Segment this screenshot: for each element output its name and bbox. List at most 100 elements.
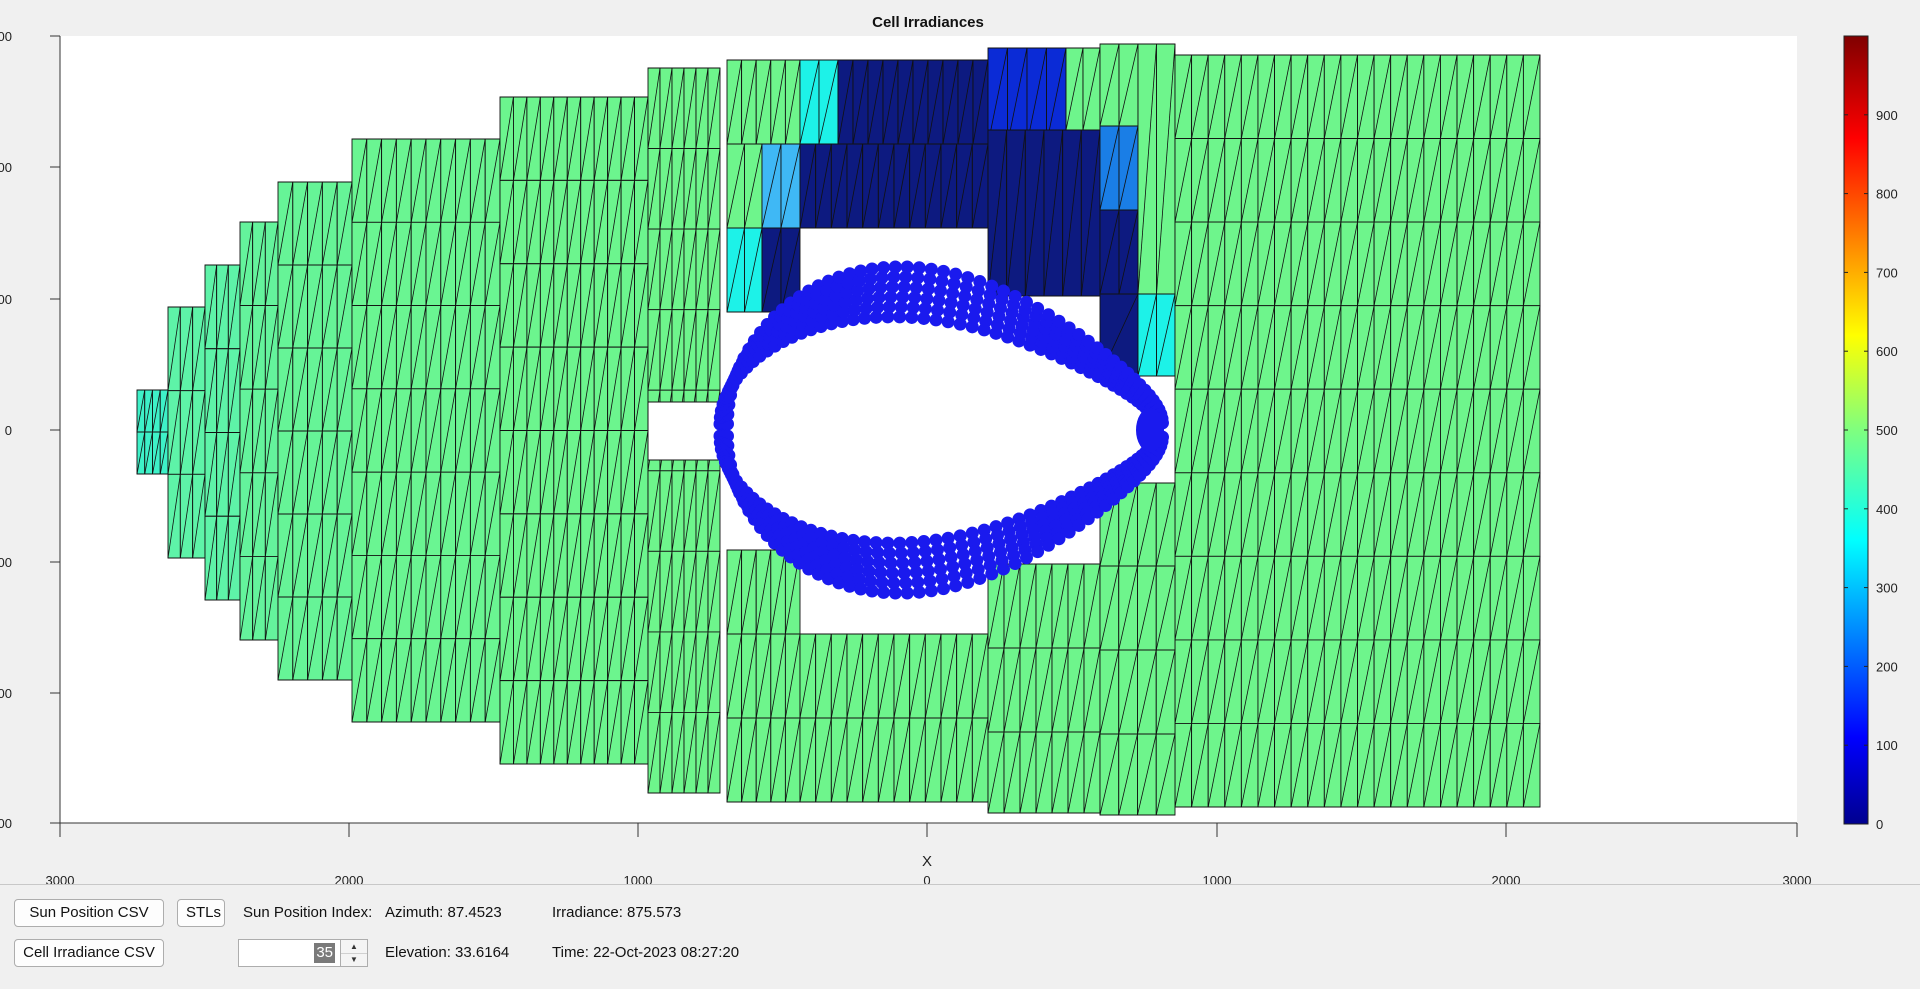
mesh-edge bbox=[755, 717, 772, 803]
mesh-edge bbox=[799, 59, 820, 145]
mesh-edge bbox=[1523, 556, 1541, 640]
mesh-edge bbox=[566, 430, 582, 514]
sun-point bbox=[865, 262, 879, 276]
sun-position-index-value[interactable]: 35 bbox=[314, 943, 335, 963]
mesh-edge bbox=[695, 631, 709, 713]
mesh-edge bbox=[695, 148, 709, 230]
mesh-edge bbox=[252, 305, 266, 390]
sun-position-index-label: Sun Position Index: bbox=[243, 904, 373, 921]
sun-point bbox=[894, 546, 908, 560]
mesh-edge bbox=[1506, 138, 1524, 223]
sun-point bbox=[932, 294, 946, 308]
mesh-edge bbox=[1473, 222, 1491, 306]
mesh-edge bbox=[455, 555, 471, 639]
mesh-edge bbox=[1191, 472, 1209, 557]
mesh-edge bbox=[1274, 472, 1292, 557]
mesh-edge bbox=[1523, 138, 1541, 223]
mesh-edge bbox=[647, 712, 661, 794]
sun-point bbox=[912, 585, 926, 599]
sun-point bbox=[865, 584, 879, 598]
mesh-edge bbox=[634, 513, 649, 598]
colorbar-tick-label: 500 bbox=[1876, 423, 1898, 438]
sun-position-csv-button[interactable]: Sun Position CSV bbox=[14, 899, 164, 927]
mesh-edge bbox=[1456, 138, 1475, 223]
mesh-edge bbox=[1423, 305, 1441, 390]
mesh-edge bbox=[264, 221, 279, 306]
sun-point bbox=[961, 575, 975, 589]
mesh-edge bbox=[1067, 647, 1085, 733]
sun-point bbox=[917, 311, 931, 325]
mesh-edge bbox=[1357, 723, 1375, 808]
mesh-edge bbox=[366, 305, 382, 389]
mesh-edge bbox=[277, 181, 294, 266]
spinner-down-arrow-icon[interactable]: ▼ bbox=[350, 955, 358, 964]
mesh-edge bbox=[513, 680, 528, 765]
stls-button[interactable]: STLs bbox=[177, 899, 225, 927]
mesh-edge bbox=[815, 143, 832, 229]
mesh-edge bbox=[957, 59, 974, 145]
cell-irradiance-csv-button[interactable]: Cell Irradiance CSV bbox=[14, 939, 164, 967]
azimuth-readout: Azimuth: 87.4523 bbox=[385, 904, 502, 921]
mesh-edge bbox=[780, 227, 801, 313]
mesh-edge bbox=[987, 563, 1005, 649]
sun-point bbox=[862, 282, 876, 296]
mesh-edge bbox=[1390, 556, 1408, 640]
mesh-edge bbox=[1035, 647, 1053, 733]
mesh-edge bbox=[1257, 639, 1275, 724]
mesh-edge bbox=[1473, 389, 1491, 473]
mesh-edge bbox=[1174, 138, 1192, 223]
mesh-edge bbox=[322, 430, 338, 515]
mesh-edge bbox=[741, 717, 757, 803]
mesh-edge bbox=[1174, 639, 1192, 724]
mesh-edge bbox=[620, 680, 635, 765]
mesh-edge bbox=[1155, 482, 1176, 567]
mesh-edge bbox=[620, 263, 635, 348]
sun-position-index-spinner[interactable]: 35 ▲ ▼ bbox=[238, 939, 368, 967]
mesh-edge bbox=[1390, 138, 1408, 223]
sun-point bbox=[887, 576, 901, 590]
mesh-edge bbox=[593, 513, 609, 598]
mesh-edge bbox=[1118, 565, 1138, 651]
y-tick-label: 00 bbox=[0, 160, 12, 175]
mesh-edge bbox=[1156, 43, 1176, 295]
mesh-edge bbox=[1406, 305, 1425, 390]
mesh-edge bbox=[440, 138, 456, 223]
mesh-edge bbox=[1307, 556, 1325, 640]
mesh-edge bbox=[1357, 472, 1375, 557]
sun-point bbox=[1081, 512, 1095, 526]
mesh-edge bbox=[239, 389, 254, 473]
mesh-edge bbox=[877, 143, 895, 229]
mesh-edge bbox=[1323, 389, 1342, 473]
mesh-edge bbox=[862, 143, 879, 229]
spinner-up-arrow-icon[interactable]: ▲ bbox=[341, 940, 367, 954]
mesh-edge bbox=[381, 638, 397, 723]
mesh-edge bbox=[580, 263, 595, 348]
mesh-edge bbox=[741, 633, 757, 719]
mesh-edge bbox=[553, 680, 568, 765]
sun-point bbox=[864, 272, 878, 286]
mesh-edge bbox=[837, 59, 854, 145]
mesh-edge bbox=[1290, 389, 1309, 473]
sun-point bbox=[921, 564, 935, 578]
mesh-edge bbox=[1323, 305, 1342, 390]
mesh-edge bbox=[484, 138, 501, 223]
mesh-edge bbox=[1156, 293, 1176, 377]
mesh-edge bbox=[1323, 556, 1342, 640]
sun-point bbox=[874, 281, 888, 295]
mesh-edge bbox=[1051, 563, 1069, 649]
sun-point bbox=[846, 533, 860, 547]
mesh-edge bbox=[1423, 556, 1441, 640]
mesh-edge bbox=[940, 633, 958, 719]
mesh-edge bbox=[1340, 54, 1358, 139]
mesh-edge bbox=[526, 513, 541, 598]
mesh-edge bbox=[264, 472, 279, 557]
mesh-edge bbox=[671, 309, 685, 391]
mesh-edge bbox=[1357, 138, 1375, 223]
x-tick-label: 3000 bbox=[1783, 873, 1812, 884]
y-tick-label: 00 bbox=[0, 816, 12, 831]
sun-point bbox=[941, 531, 955, 545]
mesh-edge bbox=[136, 431, 146, 475]
sun-point bbox=[908, 555, 922, 569]
mesh-edge bbox=[1274, 389, 1292, 473]
